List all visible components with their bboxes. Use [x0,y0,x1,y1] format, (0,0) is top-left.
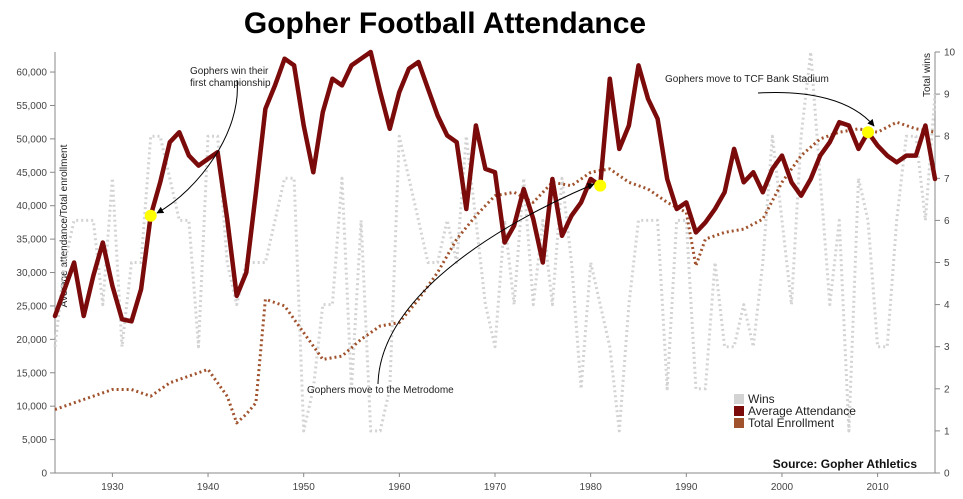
y-tick-label-left: 40,000 [16,201,47,212]
y-tick-label-left: 60,000 [16,68,47,79]
x-tick-label: 1980 [580,482,603,493]
annotation-text: Gophers win their first championship [190,66,271,89]
x-tick-label: 1940 [197,482,220,493]
annotation-text: Gophers move to TCF Bank Stadium [665,74,829,85]
annotations: Gophers win their first championshipGophe… [156,66,875,396]
legend-label: Total Enrollment [748,416,835,430]
annotation-text: Gophers move to the Metrodome [307,385,454,396]
y-tick-label-left: 25,000 [16,301,47,312]
y-tick-label-left: 30,000 [16,268,47,279]
y-tick-label-right: 9 [944,90,950,101]
y-tick-label-right: 10 [944,48,956,59]
y-tick-label-right: 2 [944,384,950,395]
y-tick-label-right: 7 [944,174,950,185]
annotation-line: Gophers move to the Metrodome [307,385,454,396]
y-axis-label-left: Average attendance/Total enrollment [59,144,70,307]
y-tick-label-left: 0 [41,469,47,480]
axes: 0 5,000 10,000 15,000 20,000 25,000 30,000 35,0… [16,48,955,494]
x-tick-label: 2010 [866,482,889,493]
highlight-point [144,209,157,222]
annotation-arrow [757,92,875,127]
chart-title: Gopher Football Attendance [244,7,646,40]
y-tick-label-right: 0 [944,469,950,480]
x-tick-label: 1930 [101,482,124,493]
y-tick-label-left: 20,000 [16,335,47,346]
y-tick-label-left: 45,000 [16,168,47,179]
highlight-point [594,179,607,192]
y-tick-label-right: 6 [944,216,950,227]
x-tick-label: 1950 [293,482,316,493]
y-axis-label-right: Total wins [922,53,933,97]
legend-swatch [734,418,744,428]
enrollment-line [54,120,936,425]
legend-swatch [734,394,744,404]
y-tick-label-left: 15,000 [16,368,47,379]
enrollment-series [54,120,936,425]
highlights [144,126,875,222]
y-tick-label-right: 1 [944,426,950,437]
annotation-line: Gophers win their [190,66,269,77]
wins-line [53,50,937,433]
annotation-line: first championship [190,78,271,89]
x-tick-label: 1960 [388,482,411,493]
legend-label: Average Attendance [748,404,856,418]
y-tick-label-right: 4 [944,300,950,311]
annotation-arrow [156,79,238,214]
y-tick-label-right: 3 [944,342,950,353]
y-tick-label-left: 50,000 [16,134,47,145]
y-tick-label-left: 5,000 [22,435,47,446]
y-tick-label-right: 8 [944,132,950,143]
attendance-line [52,49,938,324]
source-note: Source: Gopher Athletics [773,457,918,471]
y-tick-label-left: 55,000 [16,101,47,112]
x-tick-label: 1990 [675,482,698,493]
wins-series [53,50,937,433]
legend-label: Wins [748,392,775,406]
x-tick-label: 1970 [484,482,507,493]
highlight-point [862,126,875,139]
y-tick-label-right: 5 [944,258,950,269]
y-tick-label-left: 10,000 [16,402,47,413]
attendance-series [52,49,938,324]
x-tick-label: 2000 [771,482,794,493]
y-tick-label-left: 35,000 [16,235,47,246]
annotation-arrow [377,183,595,385]
legend-swatch [734,406,744,416]
annotation-line: Gophers move to TCF Bank Stadium [665,74,829,85]
